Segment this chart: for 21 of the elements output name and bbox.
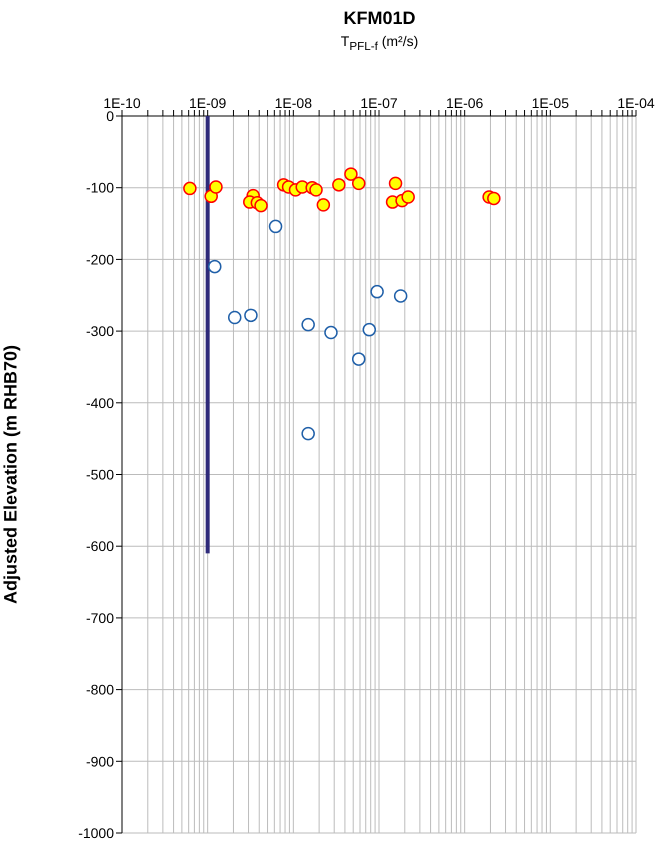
y-tick-label: -400	[86, 394, 114, 411]
x-tick-label: 1E-07	[360, 95, 398, 111]
x-tick-label: 1E-08	[274, 95, 312, 111]
y-tick-label: -600	[86, 538, 114, 554]
y-tick-label: -1000	[78, 825, 114, 841]
y-tick-label: -800	[86, 682, 114, 698]
y-tick-label: -900	[86, 753, 114, 770]
y-tick-label: -100	[86, 180, 114, 196]
x-axis-title: T$_{PFL-f}$ (m²/s)	[340, 33, 420, 53]
y-tick-label: 0	[106, 108, 114, 124]
x-tick-label: 1E-06	[446, 95, 484, 111]
y-tick-label: -700	[86, 610, 114, 626]
y-axis-title: Adjusted Elevation (m RHB70)	[0, 344, 20, 604]
x-tick-label: 1E-05	[532, 95, 570, 111]
chart-title: KFM01D	[342, 7, 416, 29]
y-tick-label: -500	[86, 466, 114, 482]
x-tick-label: 1E-09	[188, 95, 227, 111]
y-tick-label: -300	[86, 323, 114, 340]
y-tick-label: -200	[86, 251, 114, 268]
x-tick-label: 1E-10	[103, 95, 141, 111]
x-tick-label: 1E-04	[617, 95, 655, 111]
